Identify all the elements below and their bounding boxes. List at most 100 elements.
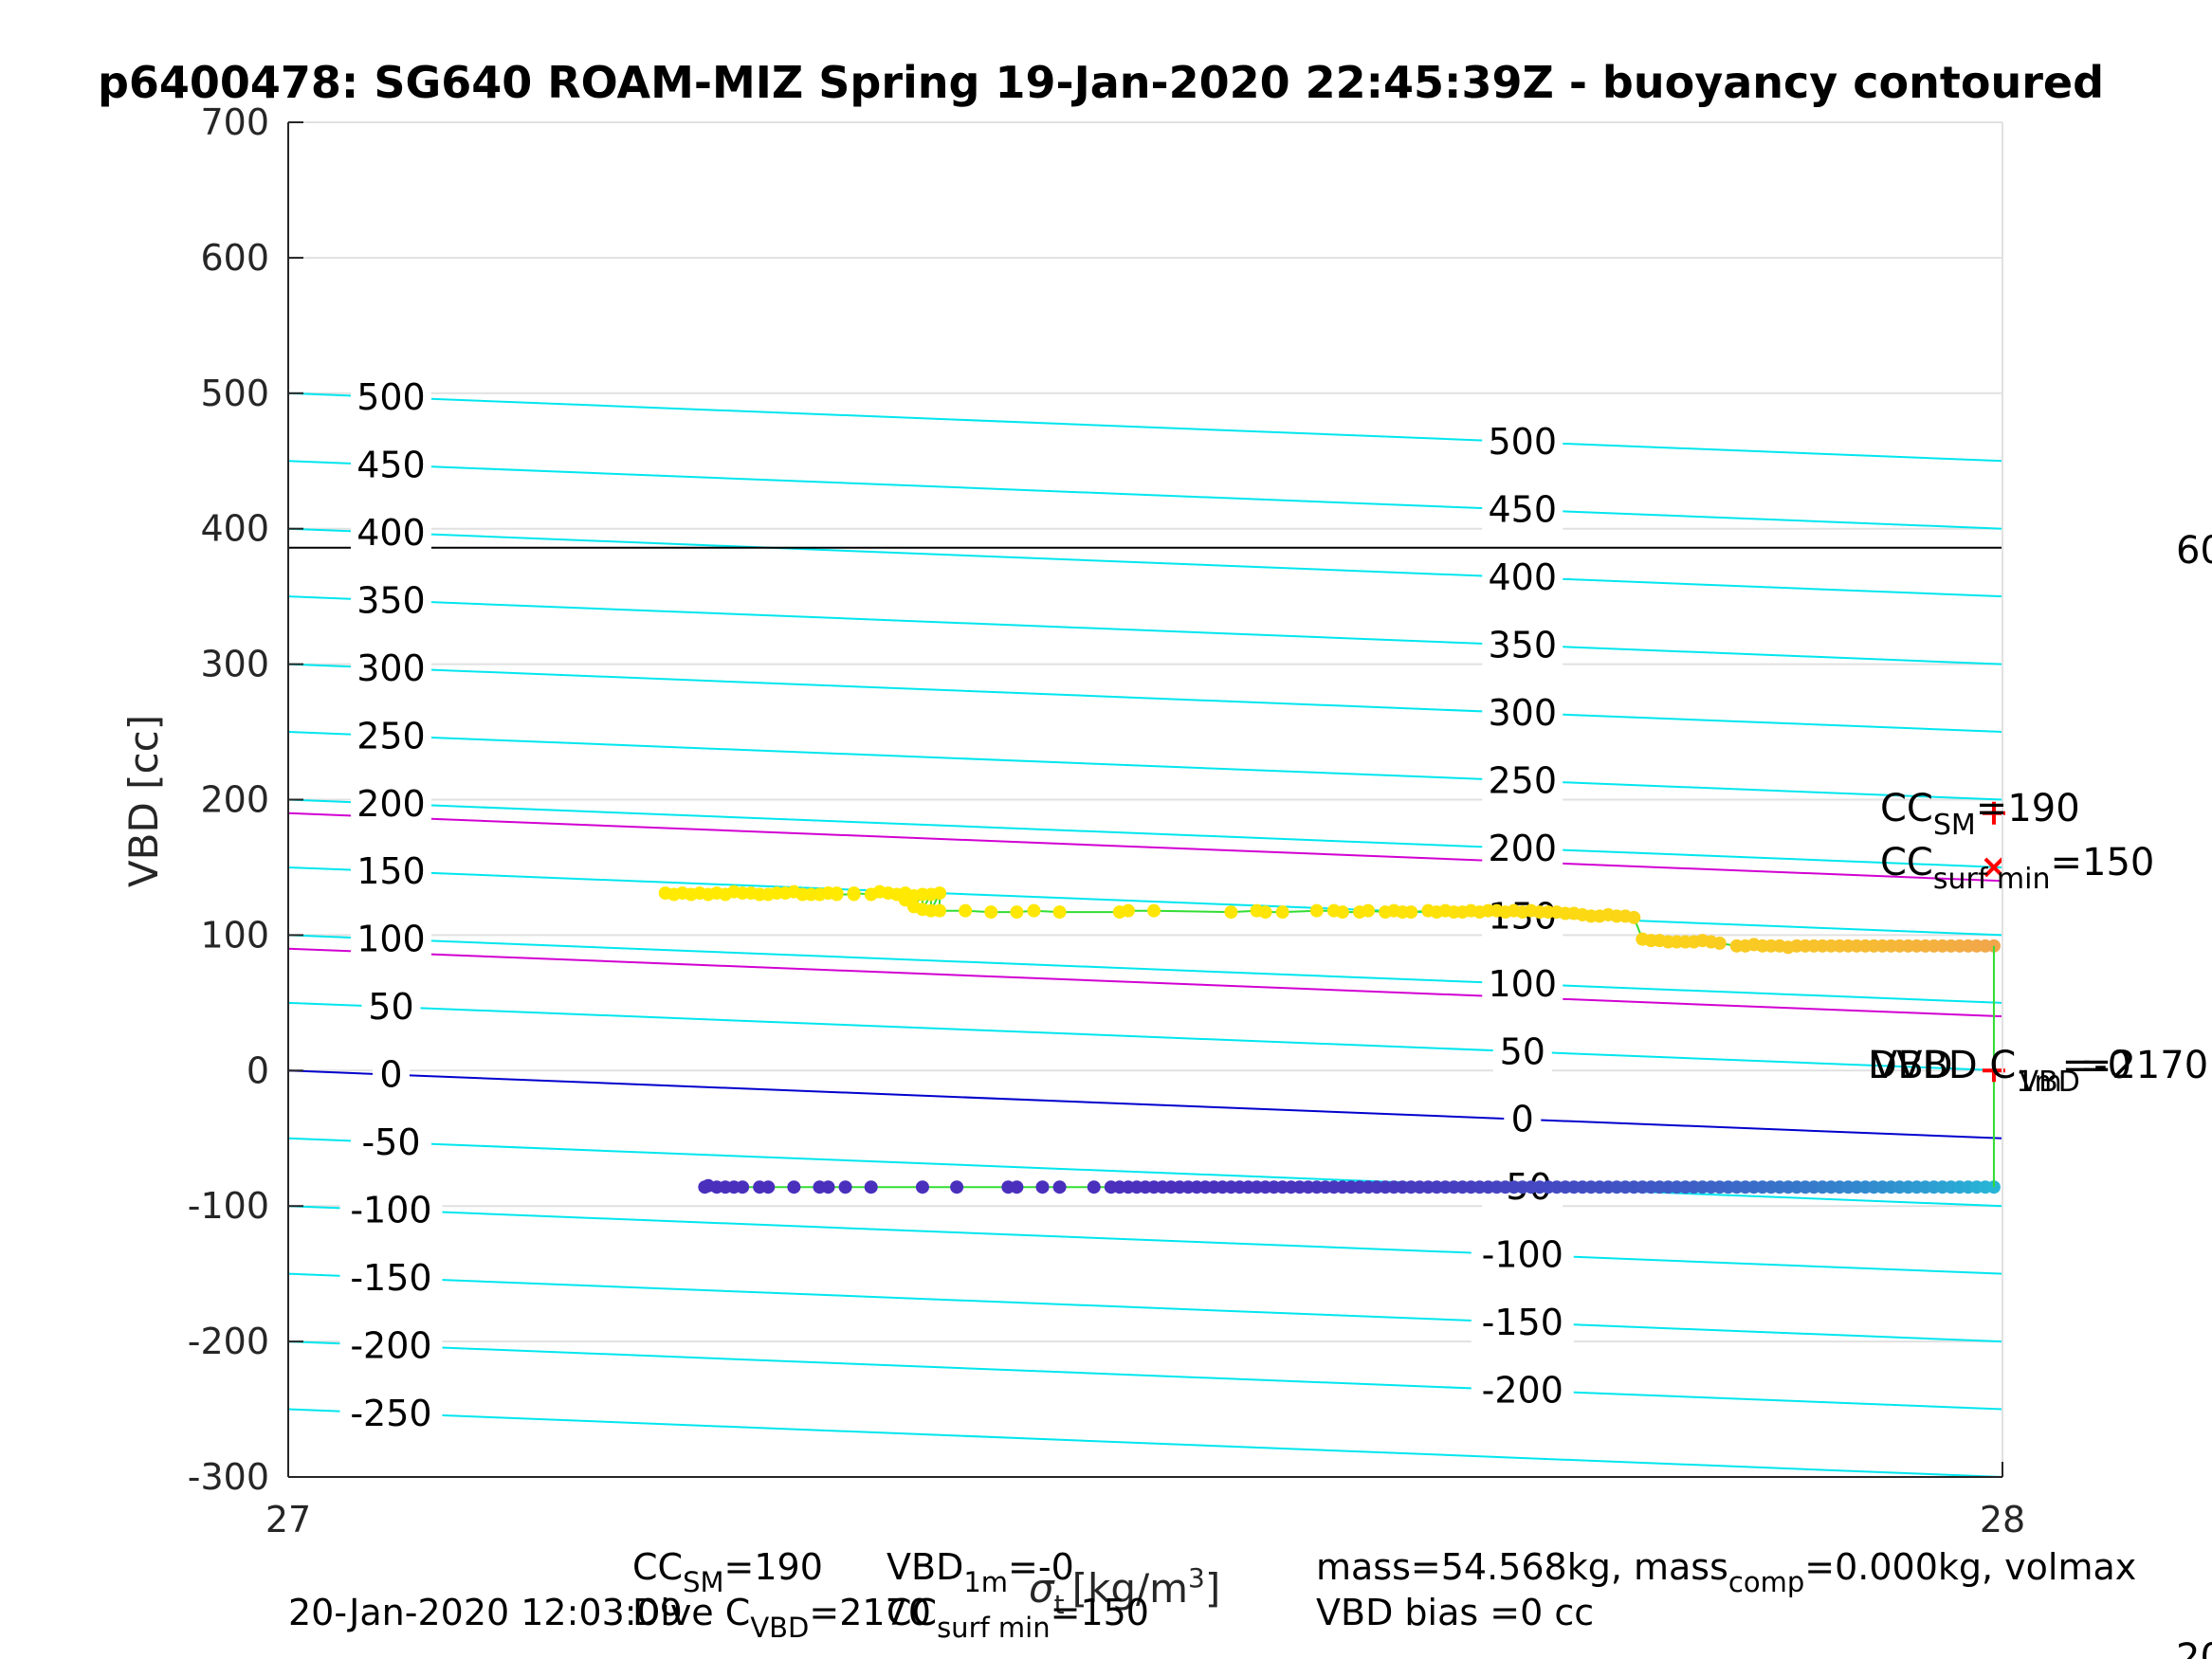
contour-label-left: 350 <box>356 579 426 621</box>
vbd-1m-sub-b: VBD <box>2020 1066 2080 1099</box>
contour-label-right: 250 <box>1488 759 1557 801</box>
footer-vbd-1m: VBD1m=-0 <box>887 1546 1074 1598</box>
contour-label-right: -200 <box>1482 1370 1563 1412</box>
buoyancy-contour-line <box>288 1205 2002 1275</box>
contour-label-left-bg <box>339 1189 443 1231</box>
data-point-climb <box>915 1180 929 1194</box>
contour-label-right-bg <box>1471 1302 1574 1344</box>
contour-label-left: -150 <box>350 1257 431 1299</box>
data-point-dive <box>1712 936 1727 950</box>
contour-label-right-bg <box>1482 692 1563 735</box>
buoyancy-contour-line <box>288 1340 2002 1411</box>
data-point-dive <box>1224 905 1238 920</box>
footer-dive-pre: Dive C <box>632 1592 750 1633</box>
contour-label-left: 300 <box>356 647 426 689</box>
cc-sm-annotation: CCSM=190 <box>1880 787 2080 842</box>
marker-plus <box>1982 1059 2005 1083</box>
contour-label-left-bg <box>339 1392 443 1434</box>
contour-label-left: 150 <box>356 850 426 892</box>
data-point-dive <box>847 886 861 901</box>
contour-label-left: 200 <box>356 783 426 825</box>
buoyancy-contour-line <box>288 1137 2002 1208</box>
buoyancy-contour-line <box>288 1069 2002 1139</box>
buoyancy-contour-line <box>288 527 2002 598</box>
contour-label-left-bg <box>350 715 431 757</box>
footer-vbd-bias: VBD bias =0 cc <box>1316 1592 1594 1633</box>
data-point-dive <box>959 903 973 918</box>
contour-label-right-bg <box>1482 421 1563 464</box>
data-point-dive <box>1362 903 1376 918</box>
buoyancy-contour-line <box>288 934 2002 1004</box>
contour-label-right-bg <box>1492 1030 1552 1073</box>
buoyancy-contour-line <box>288 663 2002 734</box>
vbd-1m-post-b: =2170 <box>2080 1044 2208 1087</box>
data-point-dive <box>933 886 947 901</box>
vbd-1m-post-a: =-0 <box>2062 1044 2131 1087</box>
data-point-dive <box>1404 905 1418 920</box>
data-point-dive <box>1627 910 1641 924</box>
x-tick-label: 27 <box>265 1499 311 1540</box>
y-tick-label: 0 <box>247 1049 269 1091</box>
x-axis-label-unit: [kg/m <box>1072 1565 1188 1612</box>
data-point-dive <box>1052 905 1067 920</box>
y-tick-label: 400 <box>200 508 269 550</box>
data-point-dive <box>1121 903 1135 918</box>
footer-vbd-1m-sub: 1m <box>963 1566 1008 1598</box>
footer-mass: mass=54.568kg, masscomp=0.000kg, volmax <box>1316 1546 2136 1598</box>
data-point-climb <box>1010 1180 1024 1194</box>
footer-cc-surf-min-sub: surf min <box>937 1612 1051 1644</box>
contour-label-right-bg <box>1471 1369 1574 1412</box>
contour-label-right: -100 <box>1482 1234 1563 1276</box>
contour-label-right: 300 <box>1488 692 1557 734</box>
data-point-dive <box>1309 903 1324 918</box>
contour-label-left-bg <box>350 511 431 554</box>
data-series <box>658 884 2001 1194</box>
right-edge-text-b: 20 <box>2176 1636 2212 1659</box>
contour-label-right: 100 <box>1488 963 1557 1005</box>
contour-label-right-bg <box>1482 827 1563 869</box>
contour-label-right-bg <box>1482 962 1563 1005</box>
contour-label-left: -250 <box>350 1393 431 1434</box>
contour-lines <box>288 392 2002 1477</box>
cc-sm-pre: CC <box>1880 787 1933 830</box>
data-point-climb <box>1035 1180 1050 1194</box>
contour-label-left-bg <box>350 579 431 622</box>
buoyancy-contour-line <box>288 460 2002 530</box>
y-tick-label: 200 <box>200 779 269 821</box>
data-point-climb <box>838 1180 852 1194</box>
buoyancy-contour-line <box>288 1001 2002 1072</box>
contour-label-right: 50 <box>1500 1030 1545 1072</box>
data-point-dive <box>1335 905 1349 920</box>
contour-label-left-bg <box>350 918 431 960</box>
contour-label-left-bg <box>350 782 431 825</box>
data-point-climb <box>1087 1180 1101 1194</box>
contour-label-left-bg <box>350 647 431 689</box>
footer-cc-surf-min-post: =150 <box>1051 1592 1149 1633</box>
data-point-climb <box>1052 1180 1067 1194</box>
cc-surf-min-pre: CC <box>1880 841 1933 884</box>
buoyancy-contour-line <box>288 731 2002 801</box>
contour-label-left-bg <box>350 444 431 486</box>
y-tick-label: 300 <box>200 644 269 685</box>
x-tick-label: 28 <box>1980 1499 2025 1540</box>
data-point-dive <box>804 887 818 902</box>
data-point-climb <box>950 1180 964 1194</box>
y-tick-label: 500 <box>200 373 269 414</box>
contour-label-right: 400 <box>1488 556 1557 598</box>
footer-dive-post: =2170 <box>809 1592 931 1633</box>
data-point-climb <box>761 1180 776 1194</box>
y-tick-label: -100 <box>188 1185 269 1227</box>
y-tick-label: -200 <box>188 1321 269 1362</box>
footer-cc-sm: CCSM=190 <box>632 1546 823 1598</box>
data-point-dive <box>1258 905 1272 920</box>
footer-mass-sub: comp <box>1728 1566 1804 1598</box>
markers <box>1982 801 2005 1083</box>
y-tick-label: 100 <box>200 914 269 956</box>
cc-contour-line <box>288 947 2002 1018</box>
vbd-1m-annotation-b: VBD VBD=2170 <box>1872 1044 2208 1099</box>
cc-sm-sub: SM <box>1933 809 1976 842</box>
x-axis-label-symbol: σ <box>1029 1565 1055 1612</box>
footer-dive-sub: VBD <box>750 1612 809 1644</box>
x-axis-label: σt [kg/m3] <box>1029 1562 1220 1620</box>
